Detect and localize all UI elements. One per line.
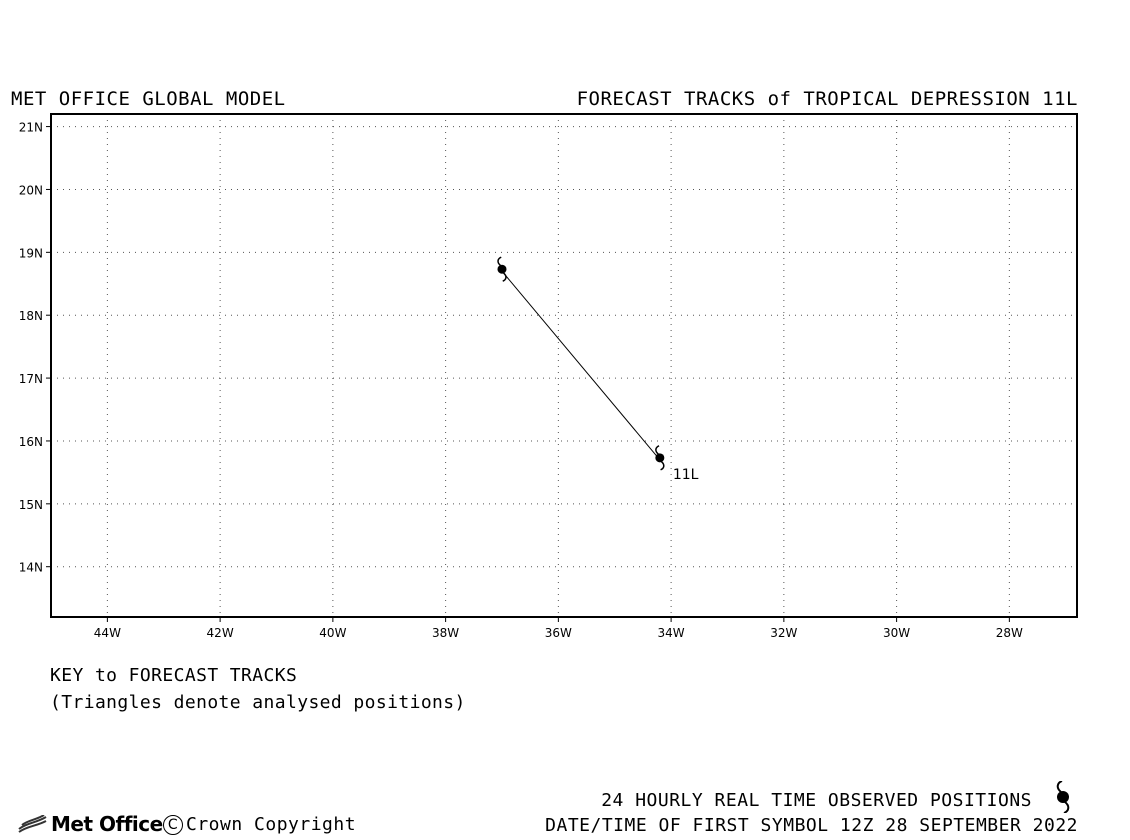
model-title: MET OFFICE GLOBAL MODEL [11, 88, 286, 110]
storm-label: 11L [673, 467, 699, 483]
x-tick-label: 28W [996, 626, 1023, 640]
first-symbol-datetime: DATE/TIME OF FIRST SYMBOL 12Z 28 SEPTEMB… [545, 815, 1078, 836]
x-tick-label: 44W [94, 626, 121, 640]
axis-tick-labels: 44W 42W 40W 38W 36W 34W 32W 30W 28W 14N 15N 16N 17N 1… [19, 121, 1023, 640]
x-tick-label: 38W [432, 626, 459, 640]
y-tick-label: 16N [19, 435, 43, 449]
met-office-logo: Met Office [18, 812, 163, 836]
y-tick-label: 20N [19, 183, 43, 197]
met-office-swirl-icon [18, 815, 47, 833]
x-tick-label: 42W [207, 626, 234, 640]
observed-positions-label: 24 HOURLY REAL TIME OBSERVED POSITIONS [601, 790, 1032, 811]
cyclone-position-marker [654, 444, 666, 471]
x-tick-label: 40W [319, 626, 346, 640]
cyclone-position-marker [496, 256, 508, 283]
key-title: KEY to FORECAST TRACKS [50, 665, 298, 686]
y-tick-label: 19N [19, 246, 43, 260]
x-tick-label: 36W [545, 626, 572, 640]
y-tick-label: 17N [19, 372, 43, 386]
key-subtitle: (Triangles denote analysed positions) [50, 692, 466, 713]
y-tick-label: 21N [19, 121, 43, 135]
x-tick-label: 34W [658, 626, 685, 640]
copyright-text: Crown Copyright [186, 814, 357, 835]
chart-title: FORECAST TRACKS of TROPICAL DEPRESSION 1… [576, 88, 1078, 110]
forecast-track-chart: 44W 42W 40W 38W 36W 34W 32W 30W 28W 14N 15N 16N 17N 1… [19, 113, 1078, 640]
x-tick-label: 32W [770, 626, 797, 640]
y-tick-label: 14N [19, 561, 43, 575]
logo-text: Met Office [51, 812, 163, 836]
track-line [501, 270, 661, 461]
grid-lines [51, 114, 1077, 617]
x-tick-label: 30W [883, 626, 910, 640]
y-tick-label: 15N [19, 498, 43, 512]
y-tick-label: 18N [19, 309, 43, 323]
copyright-icon: C [163, 814, 183, 835]
forecast-tracks: 11L [496, 256, 699, 483]
copyright-notice: C Crown Copyright [163, 814, 356, 835]
cyclone-icon [1056, 781, 1070, 813]
plot-frame [50, 113, 1078, 618]
